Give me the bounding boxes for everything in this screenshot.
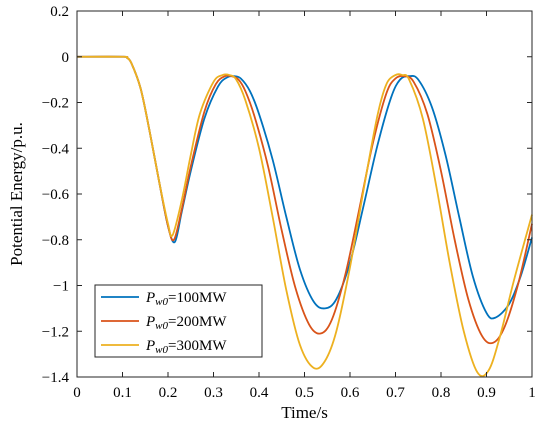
x-tick-label: 1	[528, 385, 536, 401]
x-tick-label: 0.5	[295, 385, 314, 401]
series-line-3	[76, 55, 533, 378]
x-tick-label: 0.9	[477, 385, 496, 401]
y-tick-label: −1.4	[42, 370, 70, 386]
y-tick-label: 0	[62, 50, 70, 66]
y-tick-label: −0.8	[42, 233, 69, 249]
x-tick-label: 0.2	[159, 385, 178, 401]
legend-label-1: Pw0=100MW	[145, 290, 227, 308]
x-tick-label: 0.7	[386, 385, 405, 401]
y-tick-label: −0.2	[42, 96, 69, 112]
legend: Pw0=100MW Pw0=200MW Pw0=300MW	[94, 284, 263, 358]
legend-label-2: Pw0=200MW	[145, 314, 227, 332]
legend-label-3: Pw0=300MW	[145, 338, 227, 356]
x-axis-title: Time/s	[281, 403, 328, 422]
x-tick-labels: 0 0.1 0.2 0.3 0.4 0.5 0.6 0.7 0.8 0.9 1	[73, 385, 536, 401]
y-axis-title: Potential Energy/p.u.	[7, 122, 26, 266]
x-tick-label: 0	[73, 385, 81, 401]
x-tick-label: 0.3	[204, 385, 223, 401]
y-tick-label: −1	[53, 279, 69, 295]
y-tick-label: 0.2	[50, 4, 69, 20]
x-tick-label: 0.1	[113, 385, 132, 401]
y-tick-label: −0.4	[42, 141, 70, 157]
y-tick-label: −1.2	[42, 324, 69, 340]
x-tick-label: 0.8	[432, 385, 451, 401]
tick-layer	[76, 10, 533, 378]
series-layer	[76, 55, 533, 378]
x-tick-label: 0.6	[341, 385, 360, 401]
y-tick-label: −0.6	[42, 187, 70, 203]
y-tick-labels: 0.2 0 −0.2 −0.4 −0.6 −0.8 −1 −1.2 −1.4	[42, 4, 70, 386]
x-tick-label: 0.4	[250, 385, 269, 401]
